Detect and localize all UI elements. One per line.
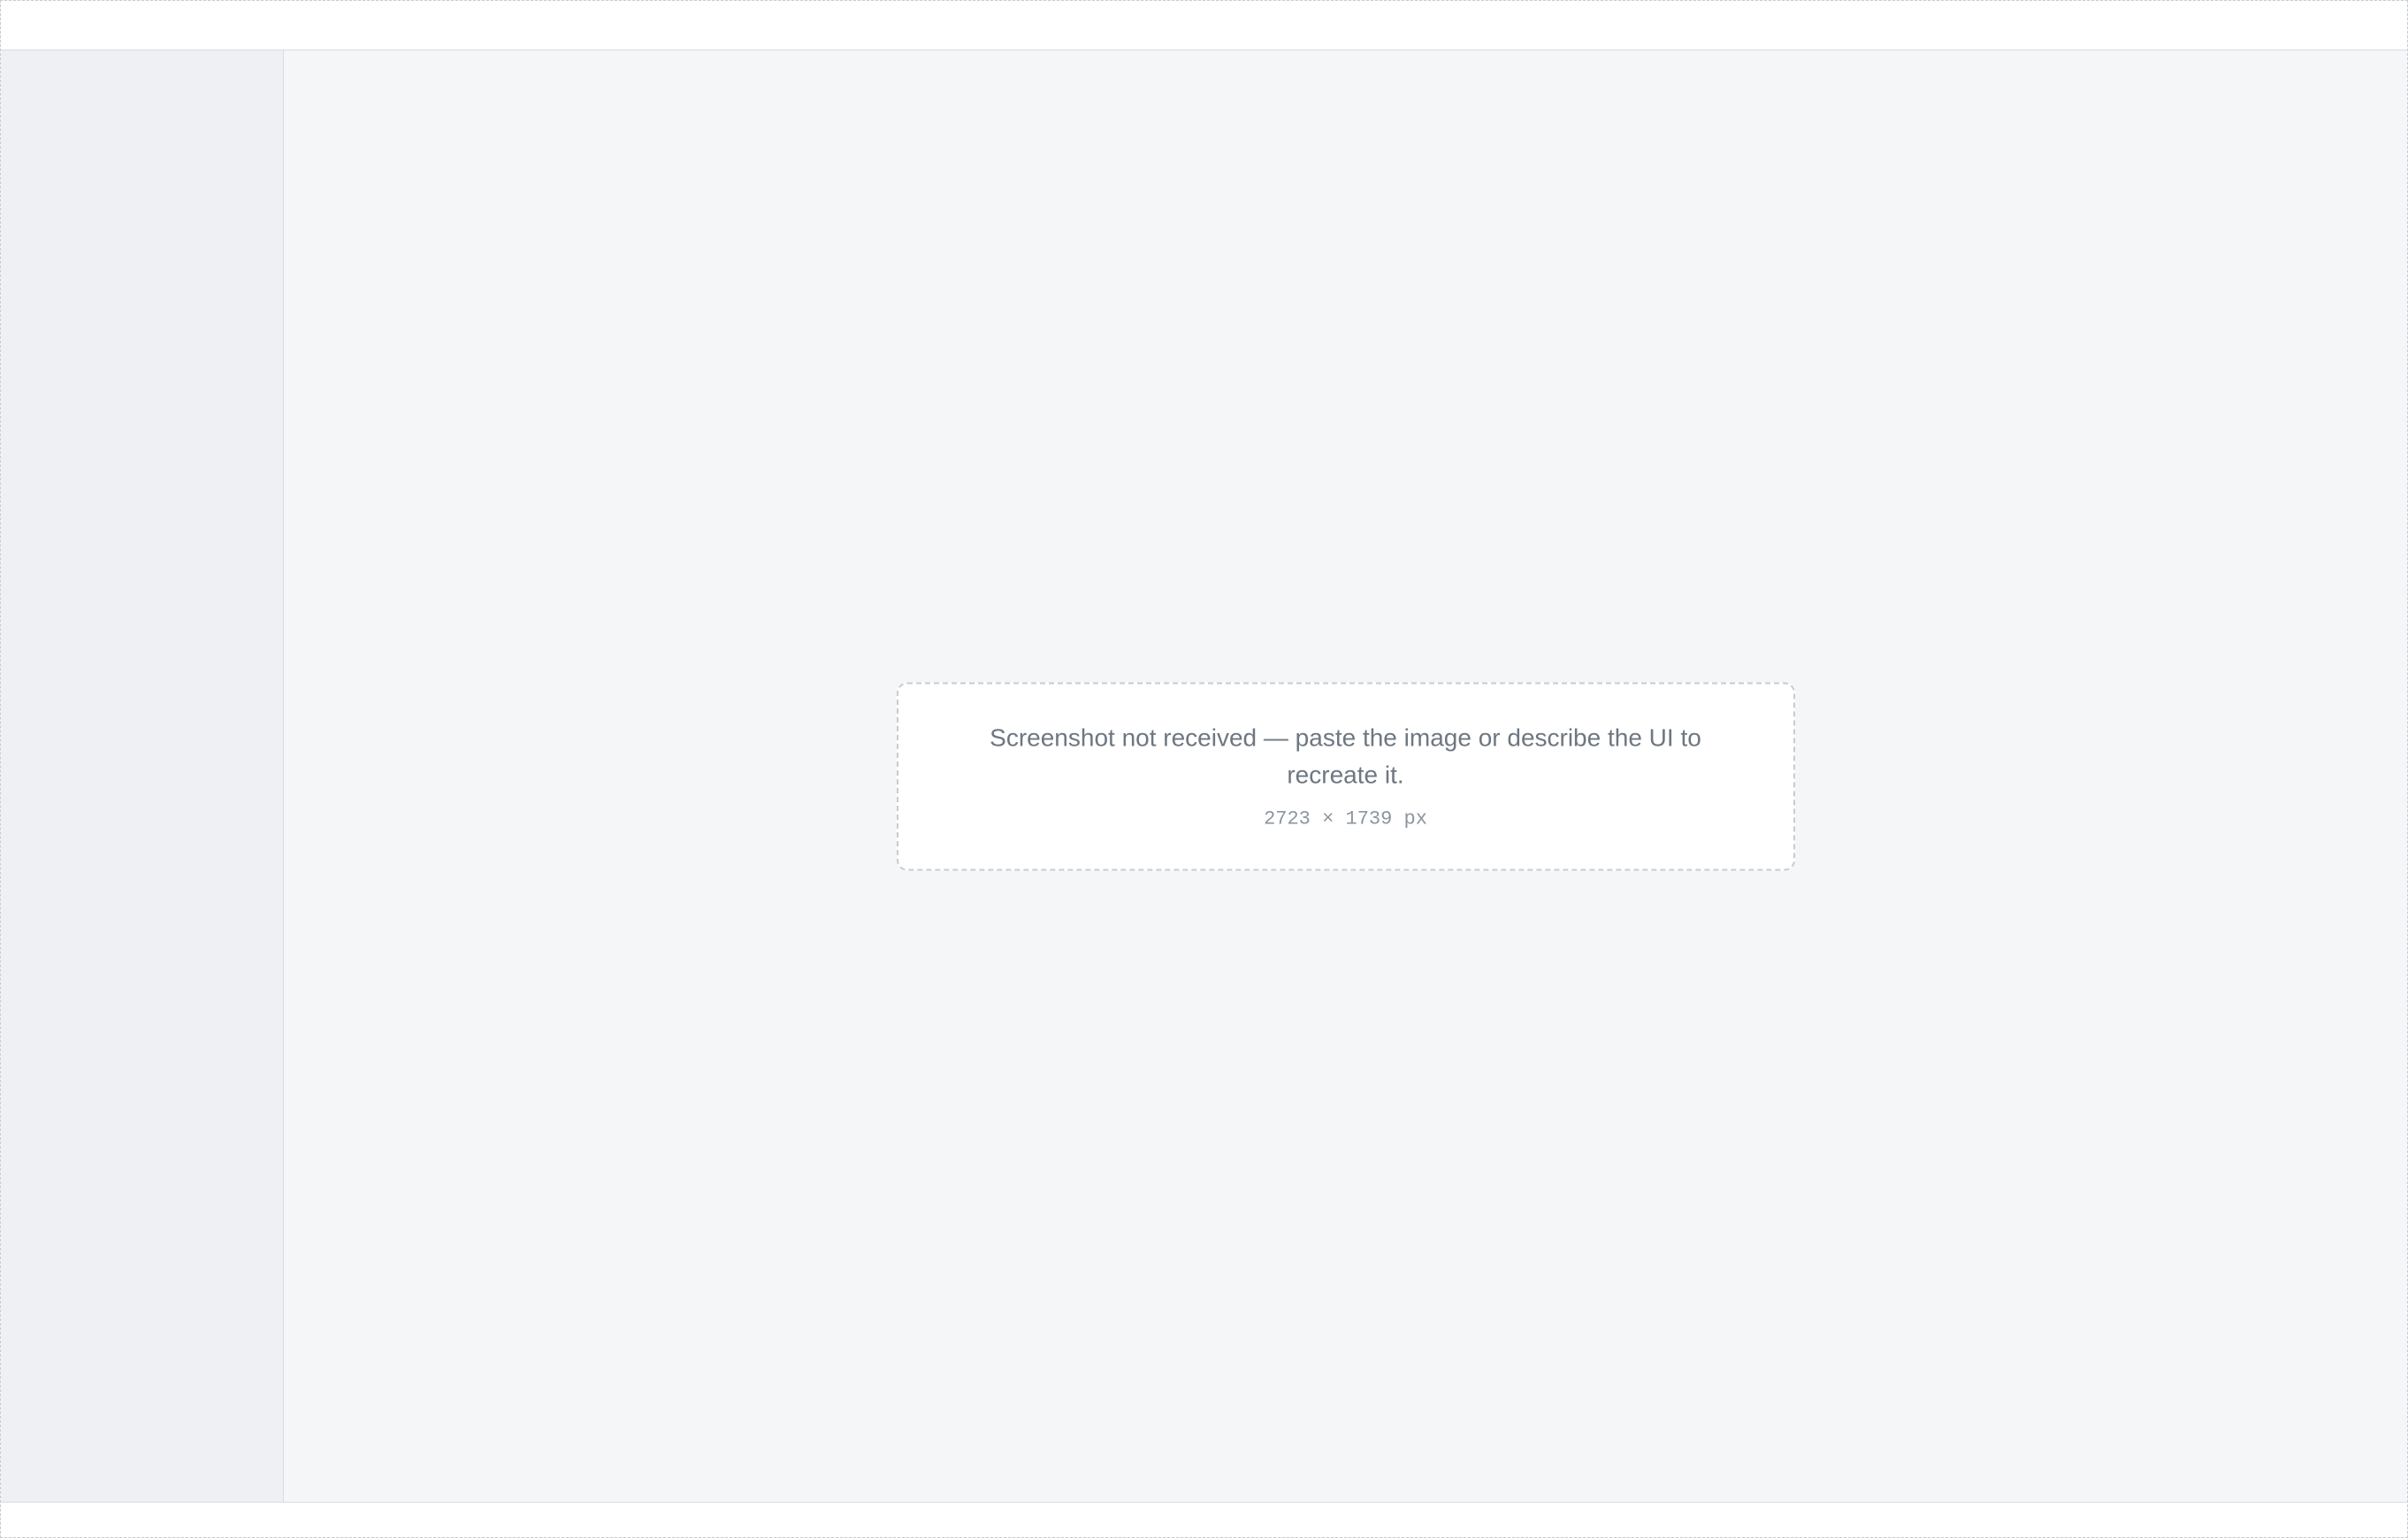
app-body: Screenshot not received — paste the imag… xyxy=(1,50,2407,1502)
status-bar xyxy=(1,1502,2407,1537)
target-size-label: 2723 × 1739 px xyxy=(1264,807,1427,830)
missing-screenshot-notice: Screenshot not received — paste the imag… xyxy=(896,682,1795,870)
main-content: Screenshot not received — paste the imag… xyxy=(284,50,2407,1502)
title-bar xyxy=(1,1,2407,50)
notice-text: Screenshot not received — paste the imag… xyxy=(990,723,1701,788)
sidebar xyxy=(1,50,284,1502)
